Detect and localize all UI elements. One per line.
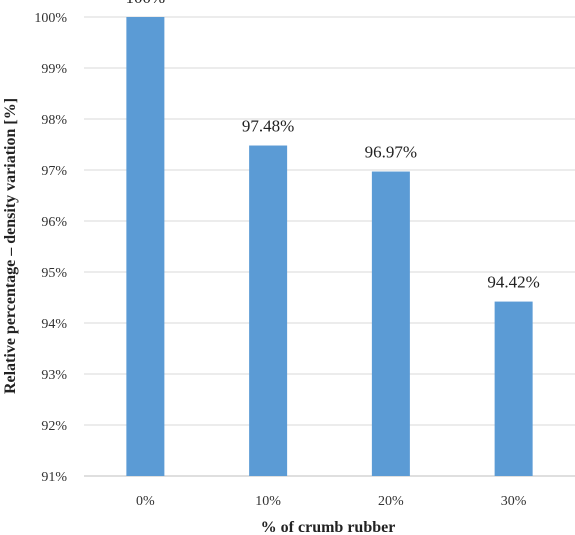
x-axis-title: % of crumb rubber <box>261 519 396 535</box>
y-tick-label: 96% <box>41 215 67 230</box>
y-tick-label: 100% <box>34 11 67 26</box>
y-tick-label: 92% <box>41 419 67 434</box>
bar-10pct <box>249 145 288 476</box>
data-label: 97.48% <box>242 117 294 136</box>
y-tick-label: 93% <box>41 368 67 383</box>
bars <box>126 17 533 476</box>
x-tick-label: 30% <box>501 494 527 509</box>
y-axis-title: Relative percentage – density variation … <box>2 98 19 394</box>
y-tick-label: 94% <box>41 317 67 332</box>
y-tick-label: 95% <box>41 266 67 281</box>
y-tick-labels: 91% 92% 93% 94% 95% 96% 97% 98% 99% 100% <box>34 11 67 485</box>
y-tick-label: 97% <box>41 164 67 179</box>
x-tick-label: 20% <box>378 494 404 509</box>
x-tick-label: 0% <box>136 494 155 509</box>
x-tick-label: 10% <box>255 494 281 509</box>
y-tick-label: 99% <box>41 62 67 77</box>
data-label: 96.97% <box>365 143 417 162</box>
bar-20pct <box>371 171 410 476</box>
y-tick-label: 91% <box>41 470 67 485</box>
data-label: 100% <box>126 0 166 7</box>
data-labels: 100% 97.48% 96.97% 94.42% <box>126 0 540 292</box>
y-tick-label: 98% <box>41 113 67 128</box>
bar-30pct <box>494 301 533 476</box>
data-label: 94.42% <box>487 273 539 292</box>
bar-0pct <box>126 17 165 476</box>
x-tick-labels: 0% 10% 20% 30% <box>136 494 527 509</box>
gridlines <box>84 16 575 477</box>
